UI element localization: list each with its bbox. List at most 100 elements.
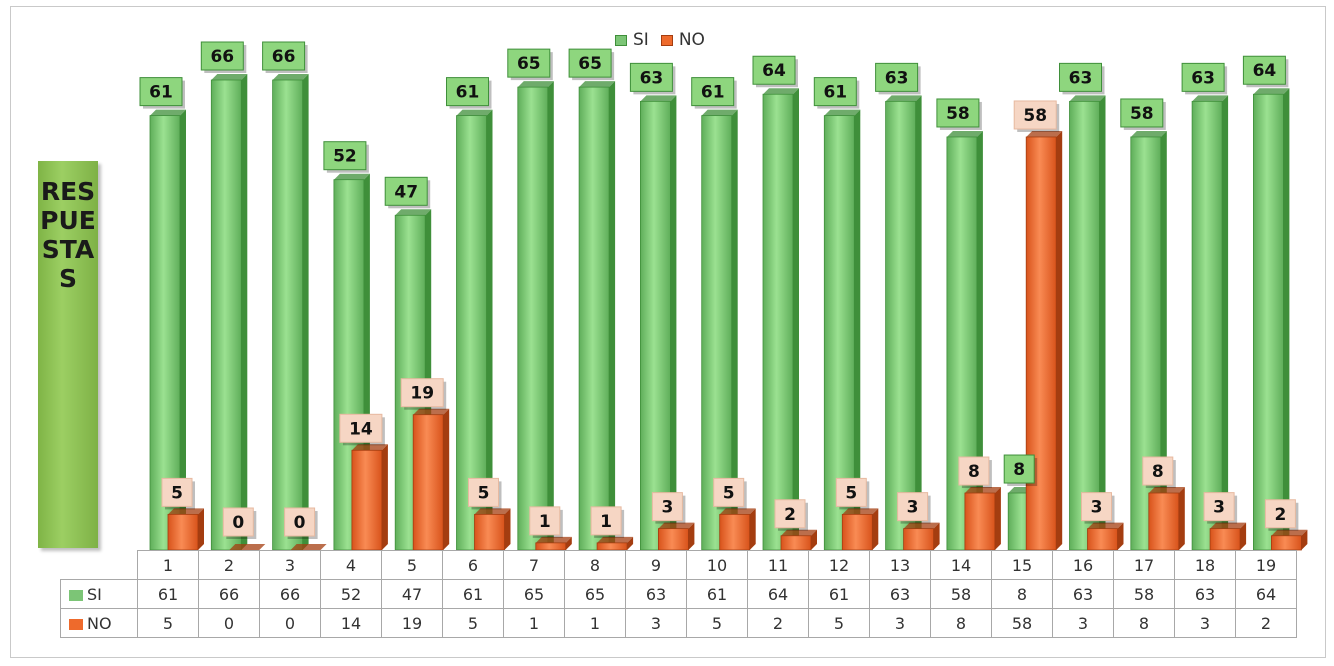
bar-no-1-side [198, 508, 204, 550]
label-si-17: 58 [1120, 98, 1166, 130]
label-no-14: 8 [958, 456, 992, 489]
bar-no-10 [719, 508, 756, 551]
table-category-17: 17 [1113, 550, 1175, 580]
bar-no-4-front [351, 449, 383, 551]
label-si-1-text: 61 [149, 83, 173, 103]
table-cell-no-4: 14 [320, 608, 382, 638]
bar-si-18-top [1192, 95, 1229, 102]
y-axis-label: RESPUESTAS [40, 177, 96, 293]
label-no-17-text: 8 [1152, 462, 1164, 482]
bar-si-6-side [486, 109, 493, 550]
table-cell-no-5: 19 [381, 608, 443, 638]
bar-no-18-top [1210, 522, 1247, 529]
bar-si-7-side [547, 81, 554, 550]
bar-si-2-top [211, 74, 248, 80]
bar-no-1 [167, 508, 204, 551]
table-row-si: SI 61 66 66 52 47 61 65 65 63 61 64 61 63 58 8 63 58 63 64 [60, 579, 1297, 609]
bar-si-13 [885, 95, 922, 551]
bar-si-16-top [1069, 95, 1106, 102]
bar-si-18 [1191, 95, 1229, 551]
label-si-10-text: 61 [701, 83, 725, 103]
label-no-12: 5 [835, 477, 870, 510]
label-no-15-text: 58 [1023, 106, 1047, 126]
table-series-label-si: SI [60, 579, 138, 609]
bar-si-12-side [854, 109, 861, 550]
bar-si-18-front [1191, 100, 1223, 551]
table-swatch-no [69, 618, 83, 630]
bar-si-2-front [210, 79, 242, 551]
table-cell-si-8: 65 [564, 579, 626, 609]
bar-no-19 [1271, 529, 1308, 551]
bar-si-16 [1069, 95, 1106, 551]
bar-no-15-side [1056, 130, 1063, 550]
bar-no-11-front [780, 535, 812, 551]
label-no-7: 1 [529, 506, 563, 538]
label-si-12-text: 61 [823, 83, 847, 103]
table-category-12: 12 [808, 550, 870, 580]
bar-si-11 [762, 88, 799, 551]
label-no-10-text: 5 [723, 483, 735, 503]
table-cell-no-16: 3 [1052, 608, 1114, 638]
bar-no-12 [841, 508, 879, 551]
table-cell-no-7: 1 [503, 608, 565, 638]
table-category-13: 13 [869, 550, 931, 580]
label-no-15: 58 [1013, 100, 1060, 132]
table-cell-si-15: 8 [991, 579, 1053, 609]
bar-si-7-top [517, 81, 554, 88]
label-no-4-text: 14 [349, 419, 373, 439]
table-series-label-no: NO [60, 608, 138, 638]
bar-si-11-top [763, 88, 799, 95]
bar-si-19-side [1283, 88, 1290, 550]
bar-si-12-top [824, 109, 861, 116]
bar-si-1-side [180, 109, 186, 550]
label-no-2-text: 0 [232, 513, 244, 533]
label-no-18-text: 3 [1213, 498, 1225, 518]
bar-si-18-side [1222, 95, 1229, 550]
legend-label-si: SI [633, 30, 649, 50]
bar-no-4-side [381, 444, 388, 550]
table-category-8: 8 [564, 550, 626, 580]
bar-si-14-side [976, 130, 983, 550]
table-cell-si-19: 64 [1235, 579, 1297, 609]
legend-swatch-no [660, 34, 673, 46]
table-category-1: 1 [137, 550, 199, 580]
label-no-11-text: 2 [784, 505, 796, 525]
bar-si-3-top [272, 74, 309, 80]
table-cell-si-5: 47 [381, 579, 443, 609]
table-category-19: 19 [1235, 550, 1297, 580]
bar-si-11-front [762, 93, 794, 551]
label-no-10: 5 [713, 477, 747, 510]
label-si-19-text: 64 [1253, 61, 1277, 81]
label-si-3-text: 66 [272, 47, 296, 67]
table-cell-si-14: 58 [930, 579, 992, 609]
bar-no-7-side [565, 536, 572, 550]
bar-no-16-top [1087, 522, 1124, 529]
label-si-4-text: 52 [333, 147, 357, 167]
label-no-1-text: 5 [171, 483, 183, 503]
bar-no-9 [658, 522, 695, 551]
label-si-13: 63 [875, 62, 921, 95]
bar-si-14-top [946, 130, 983, 137]
label-si-19: 64 [1242, 55, 1289, 88]
table-category-11: 11 [747, 550, 809, 580]
bar-si-2-side [241, 74, 248, 550]
bar-no-12-front [841, 513, 873, 551]
y-axis-label-box: RESPUESTAS [38, 161, 98, 548]
bar-no-4 [351, 444, 388, 551]
bar-si-10-front [701, 115, 733, 551]
table-category-16: 16 [1052, 550, 1114, 580]
bar-no-2 [229, 544, 266, 550]
bar-no-10-top [719, 508, 756, 515]
label-si-5-text: 47 [394, 182, 418, 202]
bar-no-1-front [167, 513, 199, 551]
table-cell-no-2: 0 [198, 608, 260, 638]
table-cell-si-17: 58 [1113, 579, 1175, 609]
table-category-3: 3 [259, 550, 321, 580]
bar-no-6-front [474, 513, 505, 551]
bar-si-13-top [885, 95, 922, 102]
bar-si-7-front [517, 86, 549, 551]
bar-si-10 [701, 109, 738, 551]
table-row-no: NO 5 0 0 14 19 5 1 1 3 5 2 5 3 8 58 3 8 3 2 [60, 608, 1297, 638]
label-si-14-text: 58 [946, 104, 970, 124]
bar-no-19-front [1271, 535, 1302, 551]
